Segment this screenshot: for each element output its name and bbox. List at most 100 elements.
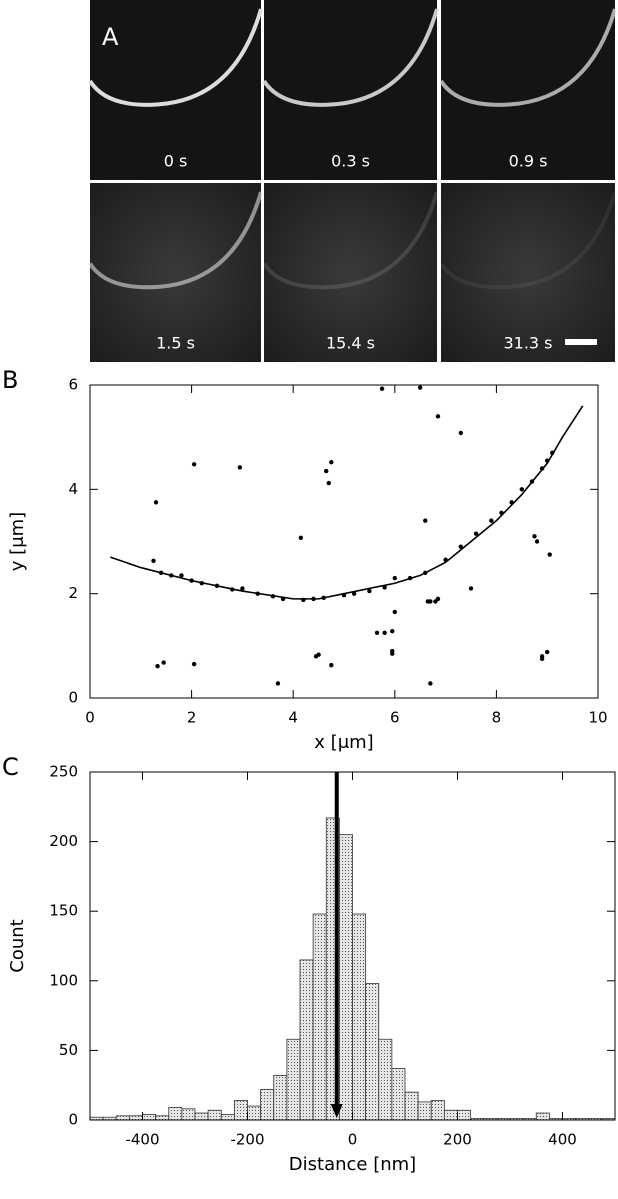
point xyxy=(191,462,197,467)
point xyxy=(280,596,286,602)
point xyxy=(161,660,166,665)
point xyxy=(392,609,397,615)
bar xyxy=(168,1107,183,1121)
membrane xyxy=(439,8,617,107)
point xyxy=(473,531,479,536)
point xyxy=(509,500,514,505)
point xyxy=(311,596,316,602)
bar xyxy=(535,1112,550,1121)
point xyxy=(418,385,423,390)
point xyxy=(435,414,441,419)
bar xyxy=(128,1115,143,1121)
y-tick-label: 2 xyxy=(68,584,78,602)
point xyxy=(407,575,413,581)
point xyxy=(443,557,448,562)
frame-label: 15.4 s xyxy=(326,334,375,353)
point xyxy=(374,630,380,635)
point xyxy=(230,587,235,592)
y-tick-label: 6 xyxy=(68,376,78,394)
point xyxy=(189,578,194,583)
point xyxy=(435,596,441,602)
bar xyxy=(247,1105,262,1121)
bar xyxy=(443,1109,458,1121)
point xyxy=(519,487,524,492)
membrane xyxy=(439,191,617,290)
point xyxy=(270,594,276,599)
point xyxy=(301,597,306,603)
bar xyxy=(457,1109,472,1121)
x-axis-title: x [μm] xyxy=(314,732,373,753)
point xyxy=(489,518,494,523)
bar xyxy=(142,1114,157,1121)
y-tick-label: 150 xyxy=(49,902,78,920)
point xyxy=(321,595,326,601)
frame-label: 31.3 s xyxy=(503,334,552,353)
mean-arrowhead xyxy=(330,1104,343,1118)
micrograph xyxy=(441,0,615,180)
bar xyxy=(181,1108,196,1121)
bar xyxy=(417,1101,432,1121)
y-axis-title: y [μm] xyxy=(7,512,28,571)
frame-label: 0.3 s xyxy=(331,152,370,171)
point xyxy=(534,539,540,544)
frame-label: 1.5 s xyxy=(156,334,195,353)
scale-bar xyxy=(565,339,597,345)
y-tick-label: 250 xyxy=(49,763,78,781)
bar xyxy=(260,1088,275,1121)
point xyxy=(539,466,545,471)
bar xyxy=(404,1091,419,1121)
point xyxy=(367,588,372,594)
point xyxy=(151,558,156,564)
point xyxy=(255,591,260,596)
point xyxy=(458,544,464,549)
y-tick-label: 50 xyxy=(59,1041,78,1059)
membrane xyxy=(262,191,439,290)
point xyxy=(423,518,428,523)
point xyxy=(499,510,504,516)
x-tick-label: 200 xyxy=(443,1131,472,1149)
point xyxy=(532,534,537,539)
point xyxy=(529,479,535,484)
point xyxy=(169,573,174,578)
bar xyxy=(338,834,353,1121)
point xyxy=(425,599,431,604)
x-tick-label: -400 xyxy=(125,1131,159,1149)
point xyxy=(382,585,387,590)
bar xyxy=(220,1114,235,1121)
point xyxy=(351,591,357,596)
point xyxy=(392,575,397,581)
x-tick-label: 0 xyxy=(85,709,95,727)
point xyxy=(326,480,331,486)
point xyxy=(545,458,550,463)
micrograph xyxy=(90,0,261,180)
frame-label: 0.9 s xyxy=(509,152,548,171)
x-tick-label: 4 xyxy=(288,709,298,727)
point xyxy=(390,629,395,634)
point xyxy=(298,535,304,541)
micrograph xyxy=(264,0,437,180)
x-tick-label: 2 xyxy=(187,709,197,727)
micrograph xyxy=(90,183,261,362)
point xyxy=(423,570,428,575)
point xyxy=(341,593,347,598)
bar xyxy=(391,1068,406,1121)
point xyxy=(158,570,164,575)
point xyxy=(379,386,385,391)
x-tick-label: 8 xyxy=(492,709,502,727)
point xyxy=(240,586,245,591)
y-axis-title: Count xyxy=(7,919,28,972)
point xyxy=(324,468,329,474)
point xyxy=(153,500,159,505)
x-tick-label: 0 xyxy=(348,1131,358,1149)
bar xyxy=(273,1075,288,1121)
point xyxy=(428,681,433,686)
point xyxy=(550,450,555,456)
panel-letter: B xyxy=(2,366,18,394)
point xyxy=(539,656,545,662)
y-tick-label: 0 xyxy=(68,689,78,707)
point xyxy=(468,586,474,591)
bar xyxy=(312,913,327,1121)
point xyxy=(179,573,184,578)
membrane xyxy=(262,8,439,107)
point xyxy=(329,460,334,465)
